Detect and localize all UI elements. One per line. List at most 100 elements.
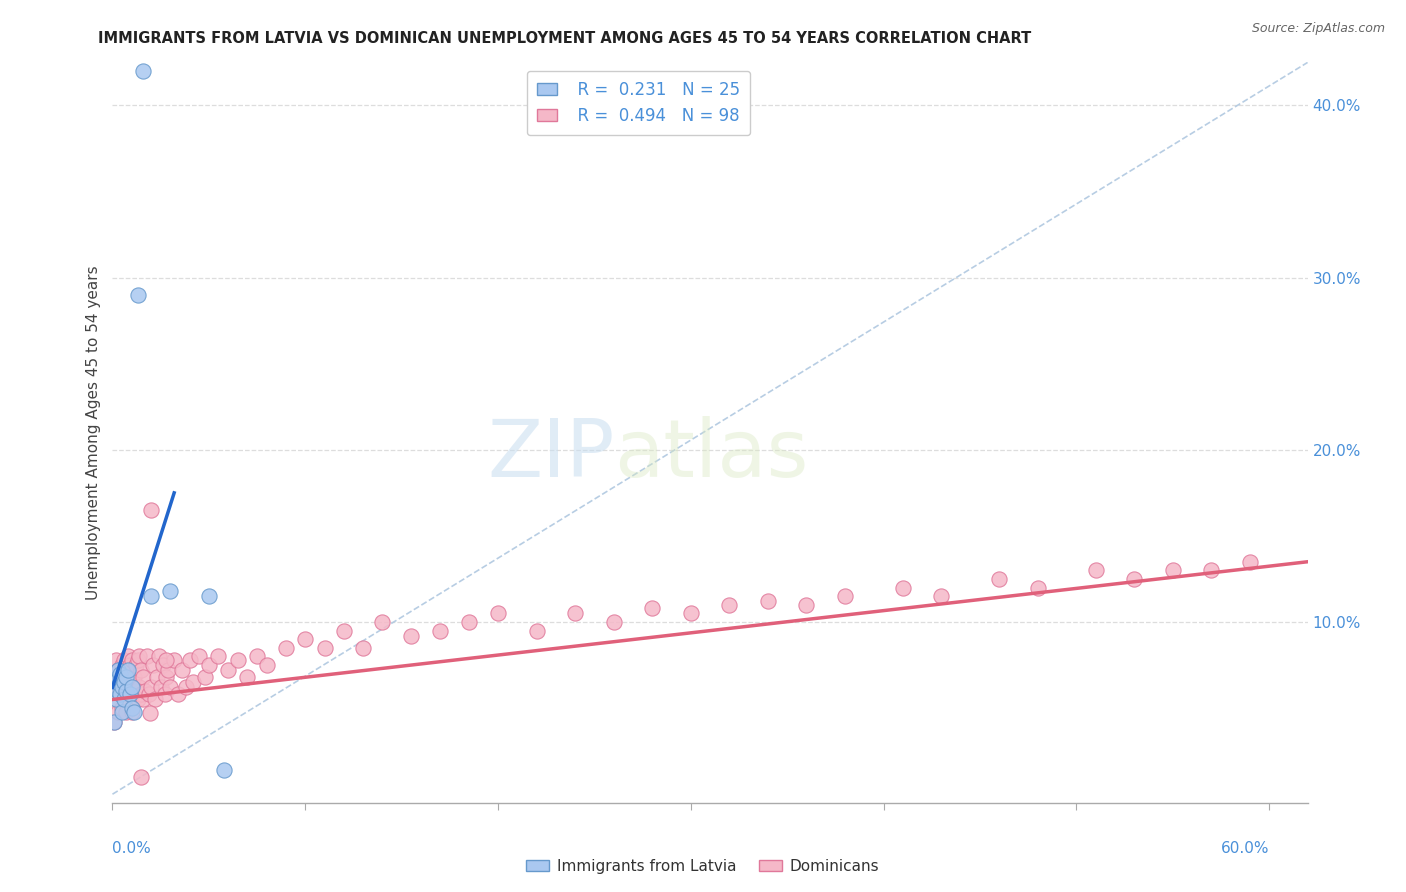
Point xyxy=(236,670,259,684)
Point xyxy=(132,670,155,684)
Point xyxy=(107,670,129,684)
Point xyxy=(526,624,548,638)
Point xyxy=(122,692,145,706)
Point xyxy=(194,670,217,684)
Point xyxy=(132,64,155,78)
Point xyxy=(111,658,134,673)
Point xyxy=(756,594,779,608)
Point xyxy=(124,658,146,673)
Point xyxy=(124,684,146,698)
Point xyxy=(105,666,128,681)
Point xyxy=(115,681,138,695)
Point xyxy=(121,701,143,715)
Point xyxy=(107,681,129,695)
Point xyxy=(153,687,176,701)
Point xyxy=(1026,581,1049,595)
Point xyxy=(142,658,165,673)
Point xyxy=(112,692,135,706)
Point xyxy=(179,653,201,667)
Point xyxy=(214,763,236,777)
Point xyxy=(256,658,278,673)
Point xyxy=(122,705,145,719)
Point xyxy=(679,607,702,621)
Point xyxy=(138,687,160,701)
Point xyxy=(107,663,129,677)
Text: 0.0%: 0.0% xyxy=(112,840,152,855)
Point xyxy=(139,503,162,517)
Point xyxy=(108,687,131,701)
Point xyxy=(159,681,181,695)
Point xyxy=(148,649,170,664)
Point xyxy=(127,288,149,302)
Point xyxy=(112,675,135,690)
Point xyxy=(146,670,169,684)
Legend: Immigrants from Latvia, Dominicans: Immigrants from Latvia, Dominicans xyxy=(520,853,886,880)
Point xyxy=(117,649,139,664)
Point xyxy=(159,584,181,599)
Point xyxy=(122,670,145,684)
Point xyxy=(121,653,143,667)
Point xyxy=(112,692,135,706)
Point xyxy=(174,681,197,695)
Point xyxy=(128,649,150,664)
Point xyxy=(117,692,139,706)
Point xyxy=(152,658,174,673)
Point xyxy=(602,615,624,629)
Text: 60.0%: 60.0% xyxy=(1220,840,1270,855)
Point xyxy=(139,681,162,695)
Point xyxy=(371,615,394,629)
Text: atlas: atlas xyxy=(614,416,808,494)
Point xyxy=(131,663,153,677)
Point xyxy=(136,649,159,664)
Y-axis label: Unemployment Among Ages 45 to 54 years: Unemployment Among Ages 45 to 54 years xyxy=(86,265,101,600)
Point xyxy=(127,653,149,667)
Point xyxy=(128,681,150,695)
Point xyxy=(117,663,139,677)
Point xyxy=(111,675,134,690)
Point xyxy=(115,684,138,698)
Point xyxy=(429,624,451,638)
Point xyxy=(139,706,162,721)
Point xyxy=(107,663,129,677)
Point xyxy=(294,632,316,647)
Point xyxy=(157,663,180,677)
Point xyxy=(103,714,125,729)
Point xyxy=(217,663,239,677)
Point xyxy=(105,653,128,667)
Point xyxy=(108,687,131,701)
Point xyxy=(131,687,153,701)
Point xyxy=(149,681,172,695)
Point xyxy=(103,714,125,729)
Point xyxy=(333,624,356,638)
Point xyxy=(401,629,423,643)
Point xyxy=(121,675,143,690)
Point xyxy=(132,692,155,706)
Point xyxy=(107,705,129,719)
Text: Source: ZipAtlas.com: Source: ZipAtlas.com xyxy=(1251,22,1385,36)
Point xyxy=(155,653,177,667)
Point xyxy=(641,601,664,615)
Point xyxy=(170,663,193,677)
Point xyxy=(274,640,297,655)
Point xyxy=(121,705,143,719)
Point xyxy=(108,670,131,684)
Point xyxy=(1239,555,1261,569)
Point xyxy=(121,681,143,695)
Point xyxy=(207,649,229,664)
Point xyxy=(117,670,139,684)
Point xyxy=(131,770,153,784)
Point xyxy=(105,692,128,706)
Point xyxy=(115,705,138,719)
Point xyxy=(143,692,166,706)
Point xyxy=(931,589,953,603)
Point xyxy=(796,598,818,612)
Point xyxy=(486,607,509,621)
Point xyxy=(111,701,134,715)
Point xyxy=(118,687,141,701)
Point xyxy=(118,687,141,701)
Point xyxy=(183,675,205,690)
Point xyxy=(226,653,249,667)
Point xyxy=(314,640,336,655)
Point xyxy=(198,658,221,673)
Point xyxy=(188,649,211,664)
